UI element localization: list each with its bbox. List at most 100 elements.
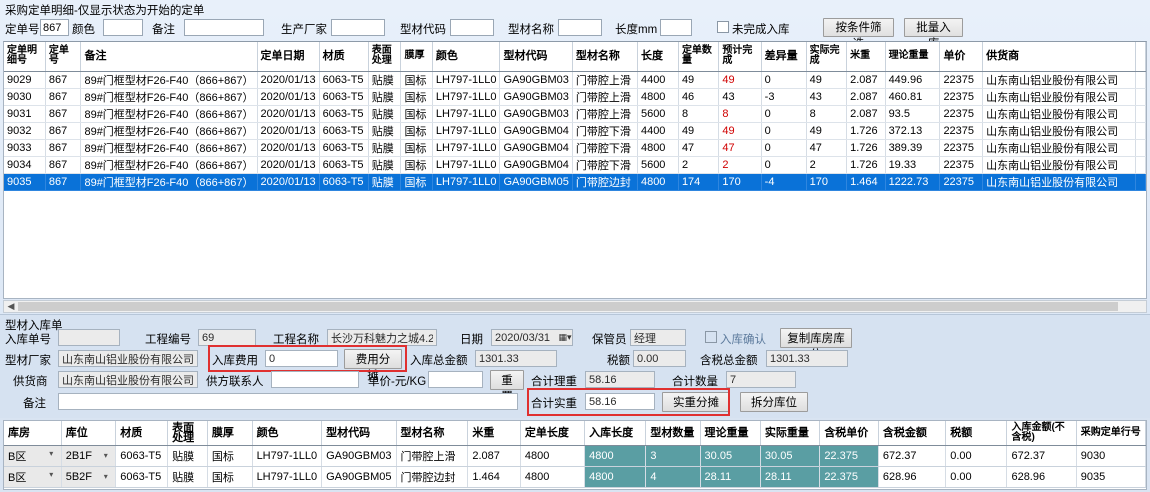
- table-cell[interactable]: 6063-T5: [319, 173, 369, 191]
- bottom-column-header[interactable]: 含税金额: [878, 421, 947, 446]
- total-real-weight-input[interactable]: [585, 393, 655, 410]
- table-cell[interactable]: LH797-1LL0: [432, 88, 501, 106]
- bottom-table-cell[interactable]: LH797-1LL0: [252, 466, 323, 488]
- table-cell[interactable]: 389.39: [885, 139, 941, 157]
- bottom-table-cell[interactable]: 4800: [584, 445, 647, 467]
- table-cell[interactable]: 门带腔上滑: [572, 88, 638, 106]
- bottom-column-header[interactable]: 型材代码: [321, 421, 397, 446]
- bottom-column-header[interactable]: 型材名称: [396, 421, 469, 446]
- table-cell[interactable]: 1222.73: [885, 173, 941, 191]
- bottom-column-header[interactable]: 理论重量: [700, 421, 761, 446]
- manufacturer-input[interactable]: [331, 19, 385, 36]
- table-cell[interactable]: 47: [678, 139, 720, 157]
- table-cell[interactable]: 山东南山铝业股份有限公司: [982, 88, 1137, 106]
- table-cell[interactable]: [1135, 173, 1146, 191]
- table-row[interactable]: 9034 867 89#门框型材F26-F40（866+867） 2020/01/13…: [4, 156, 1146, 174]
- chevron-down-icon[interactable]: ▾: [103, 471, 108, 481]
- table-cell[interactable]: 6063-T5: [319, 105, 369, 123]
- contact-input[interactable]: [271, 371, 359, 388]
- column-header[interactable]: 定单明细号: [4, 42, 46, 72]
- bottom-column-header[interactable]: 库房: [4, 421, 62, 446]
- bottom-table-cell[interactable]: 1.464: [467, 466, 521, 488]
- table-cell[interactable]: 8: [718, 105, 762, 123]
- bottom-table-cell[interactable]: 4800: [584, 466, 647, 488]
- bottom-column-header[interactable]: 采购定单行号: [1076, 421, 1146, 446]
- table-cell[interactable]: 867: [45, 139, 82, 157]
- table-cell[interactable]: 1.726: [846, 139, 886, 157]
- table-cell[interactable]: 867: [45, 156, 82, 174]
- keeper-input[interactable]: [630, 329, 686, 346]
- table-cell[interactable]: 2020/01/13: [257, 71, 320, 89]
- bottom-column-header[interactable]: 米重: [467, 421, 521, 446]
- table-cell[interactable]: 43: [718, 88, 762, 106]
- bottom-column-header[interactable]: 库位: [61, 421, 117, 446]
- table-cell[interactable]: 4400: [637, 71, 679, 89]
- tax-total-input[interactable]: [766, 350, 848, 367]
- manufacturer-form-input[interactable]: [58, 350, 198, 367]
- table-cell[interactable]: 22375: [939, 71, 984, 89]
- bottom-table-cell[interactable]: 628.96: [1006, 466, 1077, 488]
- table-cell[interactable]: 89#门框型材F26-F40（866+867）: [80, 105, 258, 123]
- table-cell[interactable]: 5600: [637, 105, 679, 123]
- table-row[interactable]: 9029 867 89#门框型材F26-F40（866+867） 2020/01/13…: [4, 71, 1146, 89]
- bottom-table-cell[interactable]: 672.37: [1006, 445, 1077, 467]
- table-cell[interactable]: 5600: [637, 156, 679, 174]
- table-cell[interactable]: 门带腔上滑: [572, 71, 638, 89]
- table-row[interactable]: 9031 867 89#门框型材F26-F40（866+867） 2020/01/13…: [4, 105, 1146, 123]
- table-cell[interactable]: 门带腔下滑: [572, 139, 638, 157]
- filter-button[interactable]: 按条件筛选: [823, 18, 894, 50]
- table-cell[interactable]: 0: [761, 122, 807, 140]
- bottom-table-cell[interactable]: LH797-1LL0: [252, 445, 323, 467]
- table-cell[interactable]: 9035: [4, 173, 46, 191]
- table-cell[interactable]: LH797-1LL0: [432, 156, 501, 174]
- table-row[interactable]: 9032 867 89#门框型材F26-F40（866+867） 2020/01/13…: [4, 122, 1146, 140]
- table-cell[interactable]: 49: [718, 71, 762, 89]
- bottom-table-cell[interactable]: GA90GBM03: [321, 445, 397, 467]
- table-cell[interactable]: 47: [718, 139, 762, 157]
- table-cell[interactable]: 山东南山铝业股份有限公司: [982, 156, 1137, 174]
- table-cell[interactable]: GA90GBM03: [499, 88, 573, 106]
- table-cell[interactable]: 89#门框型材F26-F40（866+867）: [80, 88, 258, 106]
- column-header[interactable]: 颜色: [432, 42, 501, 72]
- table-cell[interactable]: 4800: [637, 139, 679, 157]
- table-cell[interactable]: 4400: [637, 122, 679, 140]
- table-cell[interactable]: 门带腔下滑: [572, 122, 638, 140]
- table-cell[interactable]: 山东南山铝业股份有限公司: [982, 139, 1137, 157]
- bottom-column-header[interactable]: 材质: [115, 421, 169, 446]
- copy-warehouse-button[interactable]: 复制库房库位: [780, 328, 852, 361]
- table-cell[interactable]: 贴膜: [368, 173, 402, 191]
- unfinished-checkbox[interactable]: [717, 21, 729, 33]
- column-header[interactable]: 材质: [319, 42, 369, 72]
- batch-in-button[interactable]: 批量入库: [904, 18, 963, 50]
- table-cell[interactable]: 贴膜: [368, 88, 402, 106]
- column-header[interactable]: 膜厚: [400, 42, 433, 72]
- table-cell[interactable]: 2020/01/13: [257, 122, 320, 140]
- bottom-column-header[interactable]: 型材数量: [645, 421, 701, 446]
- bottom-table-cell[interactable]: 30.05: [700, 445, 761, 467]
- table-cell[interactable]: 49: [806, 122, 848, 140]
- table-cell[interactable]: 170: [806, 173, 848, 191]
- table-cell[interactable]: 2020/01/13: [257, 156, 320, 174]
- bottom-table-cell[interactable]: 贴膜: [167, 466, 208, 488]
- bottom-table-cell[interactable]: 22.375: [819, 466, 879, 488]
- bottom-column-header[interactable]: 税额: [945, 421, 1008, 446]
- bottom-table-cell[interactable]: 0.00: [945, 445, 1008, 467]
- column-header[interactable]: 差异量: [761, 42, 807, 72]
- table-cell[interactable]: 门带腔下滑: [572, 156, 638, 174]
- bottom-table-cell[interactable]: 门带腔边封: [396, 466, 469, 488]
- table-cell[interactable]: 9032: [4, 122, 46, 140]
- fee-input[interactable]: [265, 350, 338, 367]
- table-cell[interactable]: 22375: [939, 173, 984, 191]
- table-cell[interactable]: 2020/01/13: [257, 88, 320, 106]
- table-cell[interactable]: 46: [678, 88, 720, 106]
- bottom-column-header[interactable]: 入库长度: [584, 421, 647, 446]
- table-cell[interactable]: 2: [806, 156, 848, 174]
- table-cell[interactable]: 2: [678, 156, 720, 174]
- bottom-table-cell[interactable]: 3: [645, 445, 701, 467]
- table-cell[interactable]: 国标: [400, 71, 433, 89]
- table-cell[interactable]: 460.81: [885, 88, 941, 106]
- table-cell[interactable]: 6063-T5: [319, 71, 369, 89]
- total-qty-input[interactable]: [726, 371, 796, 388]
- calendar-dropdown-icon[interactable]: ▦▾: [558, 332, 572, 342]
- table-cell[interactable]: 贴膜: [368, 122, 402, 140]
